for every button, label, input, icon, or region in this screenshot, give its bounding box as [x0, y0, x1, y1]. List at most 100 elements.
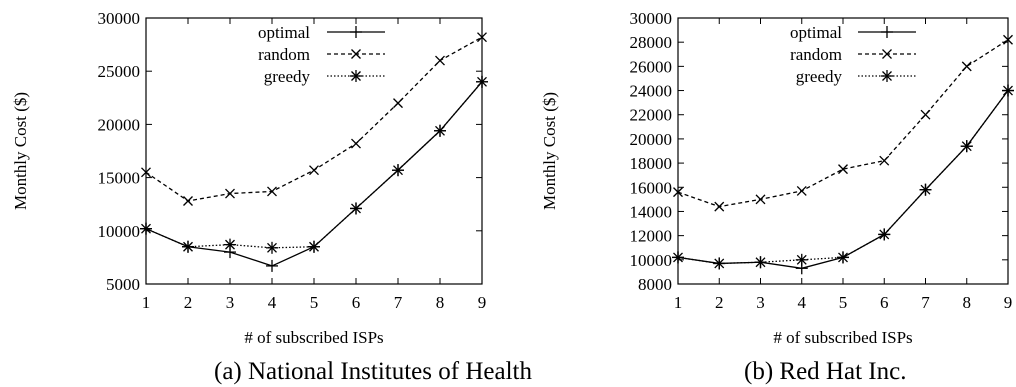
y-tick-label: 15000	[98, 169, 141, 188]
y-tick-label: 30000	[630, 9, 673, 28]
legend-label-random: random	[790, 45, 842, 64]
data-point-random	[673, 187, 683, 198]
data-point-greedy	[434, 124, 446, 137]
data-point-greedy	[350, 202, 362, 215]
data-point-random	[393, 98, 403, 109]
x-tick-label: 4	[798, 293, 807, 312]
series-line-optimal	[677, 90, 1009, 269]
data-point-random	[477, 32, 487, 43]
data-point-optimal	[266, 259, 278, 272]
data-point-greedy	[308, 240, 320, 253]
y-tick-label: 26000	[630, 57, 673, 76]
x-tick-label: 7	[921, 293, 930, 312]
data-point-greedy	[476, 75, 488, 88]
y-tick-label: 20000	[98, 115, 141, 134]
x-tick-label: 2	[715, 293, 724, 312]
data-point-random	[141, 167, 151, 178]
chart-caption: (b) Red Hat Inc.	[744, 358, 906, 385]
data-point-greedy	[182, 240, 194, 253]
y-tick-label: 18000	[630, 154, 673, 173]
x-tick-label: 3	[226, 293, 235, 312]
chart-redhat: 8000 10000 12000 14000 16000 18000 20000 22000 2…	[540, 9, 1014, 385]
x-tick-label: 8	[963, 293, 972, 312]
data-point-greedy	[713, 257, 726, 270]
y-tick-label: 20000	[630, 130, 673, 149]
x-tick-label: 2	[184, 293, 193, 312]
data-point-greedy	[1002, 84, 1014, 97]
y-tick-label: 24000	[630, 82, 673, 101]
data-point-random	[920, 109, 931, 120]
data-point-random	[1003, 34, 1013, 45]
data-point-greedy	[795, 253, 808, 266]
y-axis-label: Monthly Cost ($)	[11, 92, 30, 210]
y-tick-label: 22000	[630, 106, 673, 125]
y-tick-label: 5000	[106, 275, 140, 294]
y-tick-label: 10000	[630, 251, 673, 270]
legend-marker-random	[351, 49, 361, 59]
data-point-random	[435, 55, 445, 66]
legend-marker-optimal	[881, 26, 893, 38]
legend-marker-optimal	[350, 26, 362, 38]
data-point-greedy	[754, 256, 767, 269]
data-point-random	[351, 138, 361, 149]
y-tick-label: 28000	[630, 33, 673, 52]
plot-frame	[677, 17, 1009, 285]
data-point-random	[796, 185, 807, 196]
x-tick-label: 9	[478, 293, 487, 312]
series-line-random	[145, 36, 483, 202]
data-point-greedy	[878, 228, 891, 241]
series-line-greedy	[677, 90, 1009, 265]
legend-label-optimal: optimal	[258, 23, 310, 42]
data-point-random	[309, 165, 319, 176]
legend-label-optimal: optimal	[790, 23, 842, 42]
series-line-greedy	[145, 81, 483, 249]
y-tick-label: 14000	[630, 202, 673, 221]
series-line-random	[677, 39, 1009, 208]
data-point-greedy	[672, 251, 684, 264]
chart-nih: 5000 10000 15000 20000 25000 30000 1 2 3 4 5 6 7 8 9 # …	[11, 9, 532, 385]
data-point-random	[267, 186, 277, 197]
data-point-greedy	[392, 164, 404, 177]
y-tick-label: 16000	[630, 178, 673, 197]
x-tick-label: 5	[839, 293, 848, 312]
x-tick-label: 3	[756, 293, 765, 312]
data-point-greedy	[919, 183, 932, 196]
y-axis-label: Monthly Cost ($)	[540, 92, 559, 210]
x-tick-label: 9	[1004, 293, 1013, 312]
legend-marker-random	[882, 49, 892, 59]
x-tick-label: 4	[268, 293, 277, 312]
data-point-greedy	[266, 241, 278, 254]
x-tick-label: 6	[880, 293, 889, 312]
data-point-random	[961, 61, 972, 72]
data-point-greedy	[837, 251, 849, 264]
legend-label-greedy: greedy	[264, 67, 311, 86]
data-point-random	[838, 164, 848, 175]
legend-label-greedy: greedy	[796, 67, 843, 86]
data-point-random	[879, 155, 890, 166]
legend-marker-greedy	[881, 70, 893, 82]
y-tick-label: 8000	[638, 275, 672, 294]
data-point-greedy	[140, 222, 152, 235]
data-point-random	[183, 196, 193, 206]
x-tick-label: 5	[310, 293, 319, 312]
x-tick-label: 6	[352, 293, 361, 312]
series-line-optimal	[145, 81, 483, 267]
y-tick-label: 10000	[98, 222, 141, 241]
data-point-greedy	[960, 140, 973, 153]
data-point-random	[755, 194, 766, 205]
x-axis-label: # of subscribed ISPs	[773, 328, 912, 347]
data-point-random	[714, 201, 725, 212]
x-tick-label: 1	[142, 293, 151, 312]
x-tick-label: 7	[394, 293, 403, 312]
data-point-greedy	[224, 238, 236, 251]
legend-label-random: random	[258, 45, 310, 64]
legend-marker-greedy	[350, 70, 362, 82]
x-tick-label: 8	[436, 293, 445, 312]
chart-caption: (a) National Institutes of Health	[214, 358, 532, 385]
y-tick-label: 25000	[98, 62, 141, 81]
x-axis-label: # of subscribed ISPs	[244, 328, 383, 347]
y-tick-label: 12000	[630, 227, 673, 246]
data-point-random	[225, 188, 235, 199]
y-tick-label: 30000	[98, 9, 141, 28]
